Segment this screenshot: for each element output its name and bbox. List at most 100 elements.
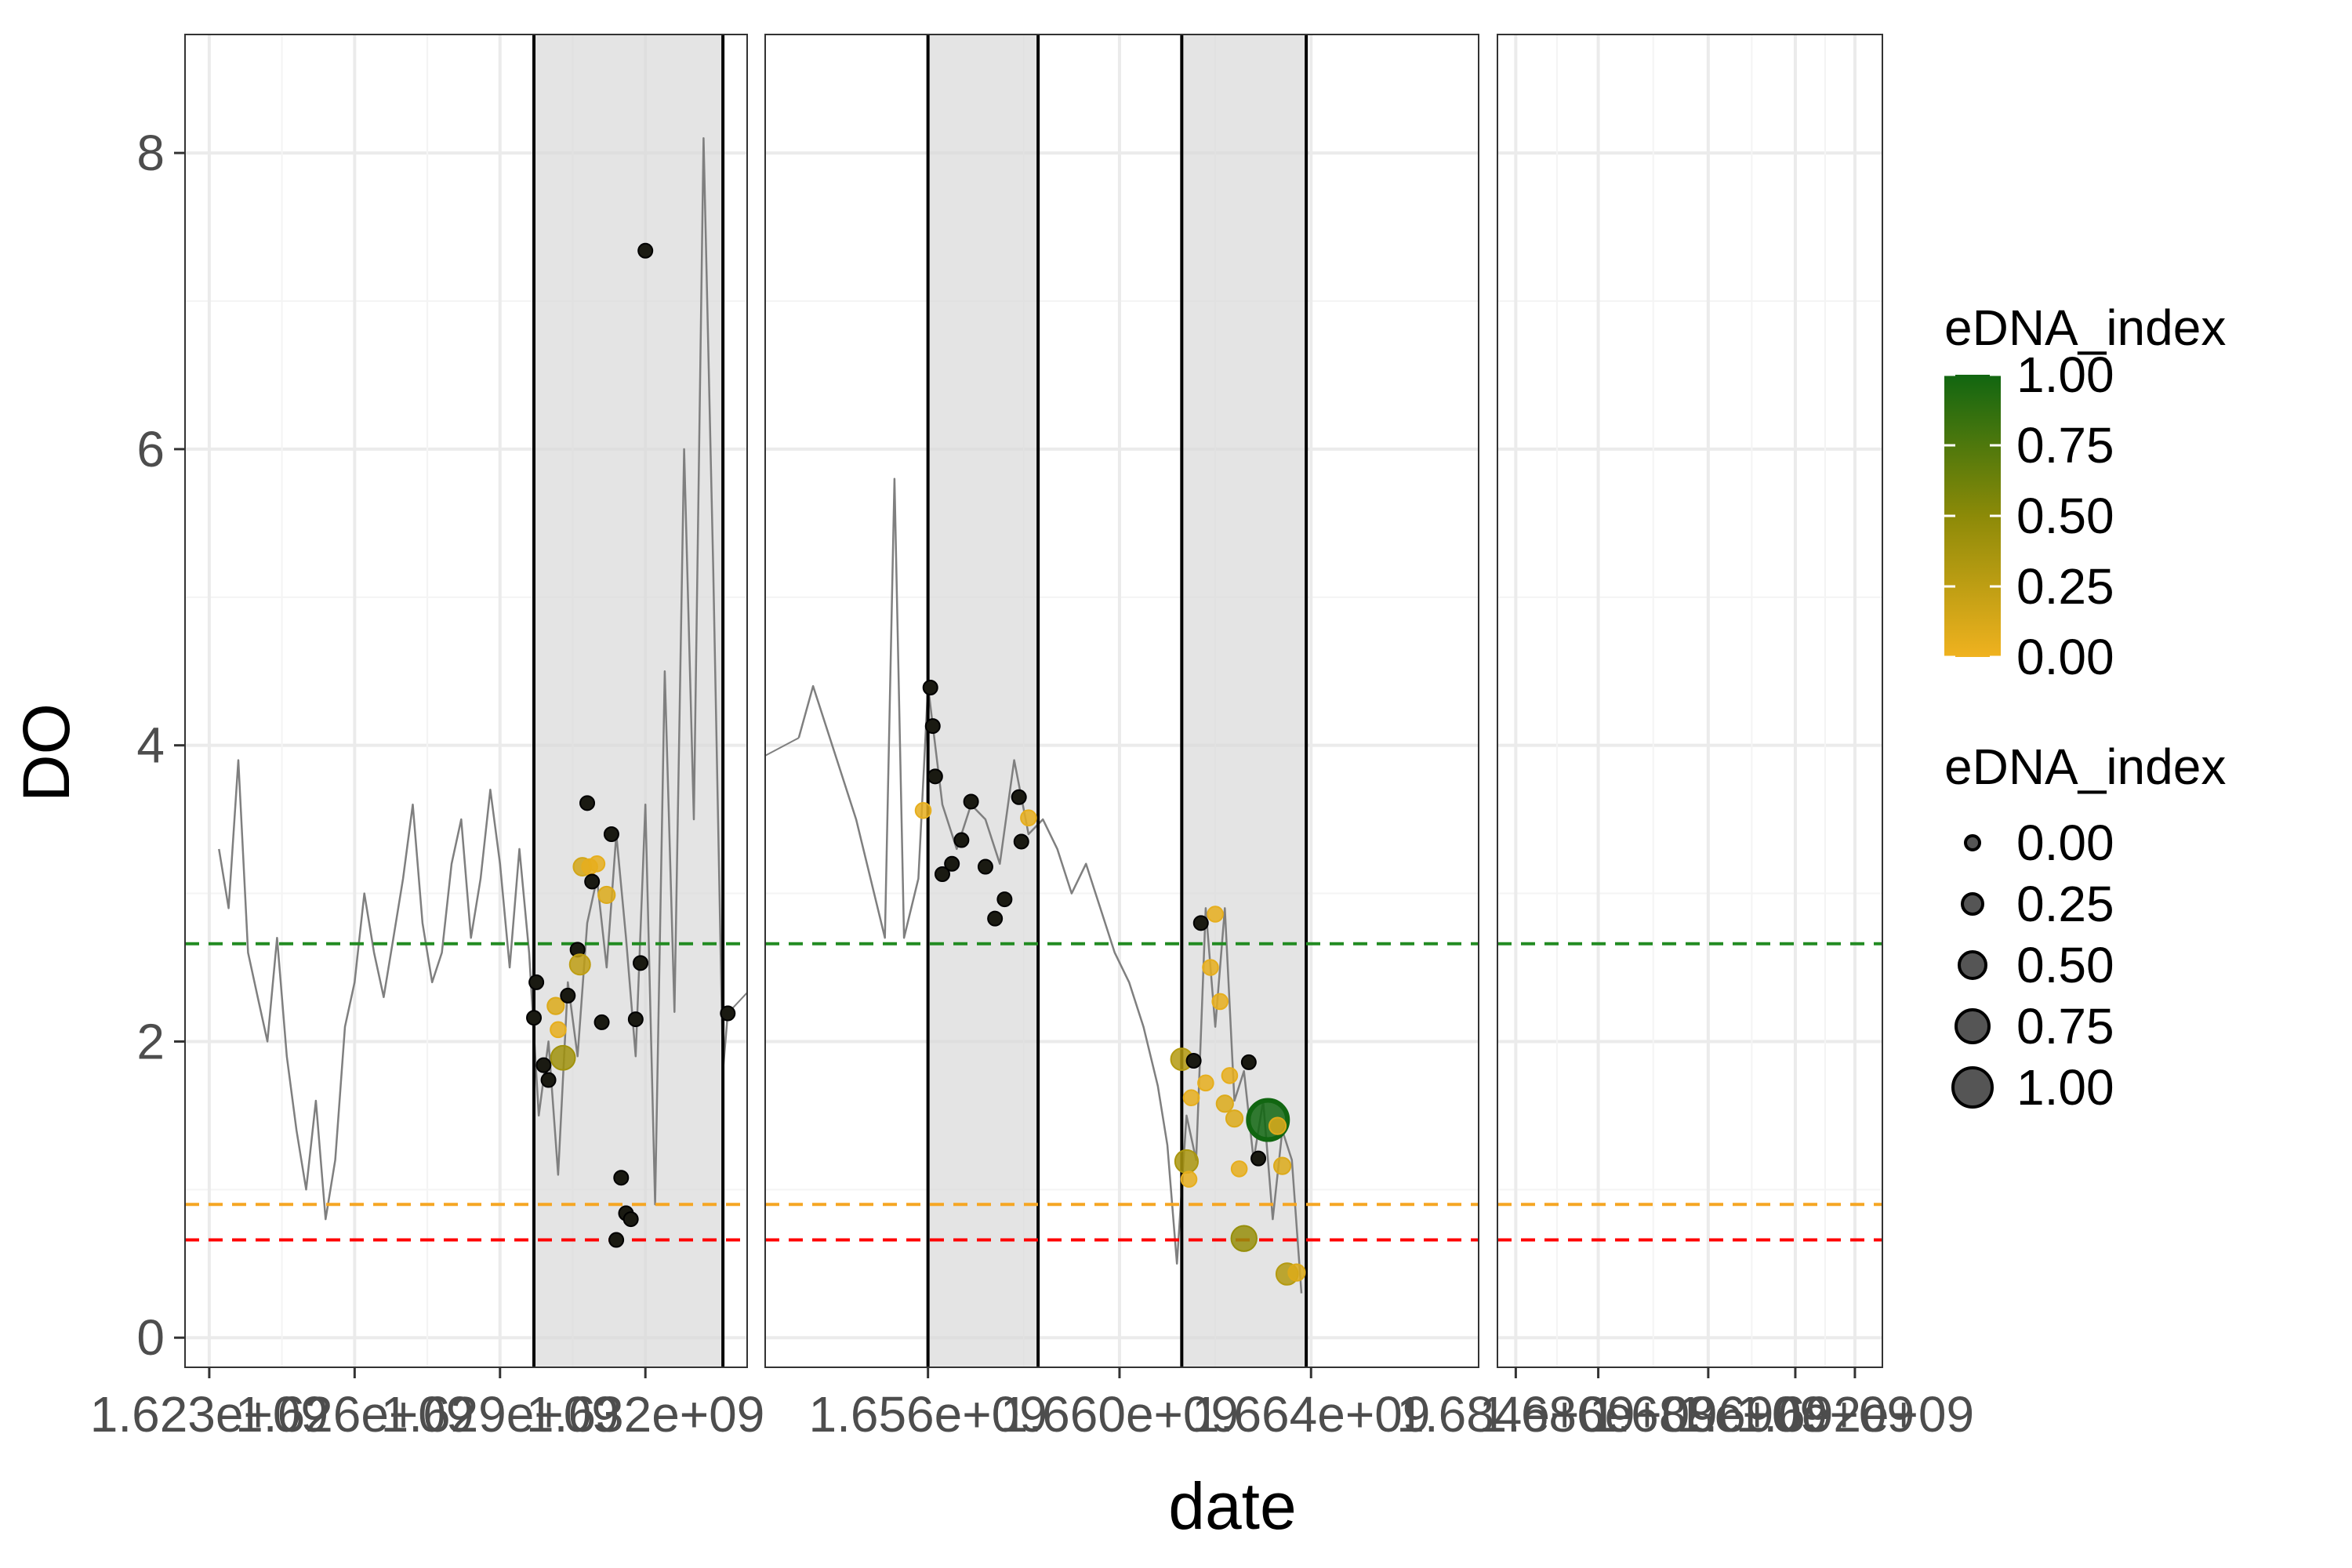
data-point xyxy=(1272,1156,1292,1175)
x-tick-label: 1.686e+09 xyxy=(1479,1386,1717,1443)
data-point xyxy=(633,955,649,971)
panel-background xyxy=(1497,34,1882,1367)
data-point xyxy=(1011,789,1027,805)
data-point xyxy=(1180,1171,1198,1188)
data-point xyxy=(1182,1089,1200,1107)
size-legend-key xyxy=(1961,892,1984,916)
panel-3: 1.684e+091.686e+091.688e+091.690e+091.69… xyxy=(1396,34,1974,1443)
y-axis-title: DO xyxy=(9,703,83,802)
data-point xyxy=(568,953,591,976)
data-point xyxy=(1202,959,1219,976)
data-point xyxy=(637,242,654,259)
panel-background xyxy=(765,34,1479,1367)
data-point xyxy=(1230,1160,1248,1178)
data-point xyxy=(1013,833,1029,850)
x-tick-label: 1.690e+09 xyxy=(1676,1386,1915,1443)
data-point xyxy=(622,1211,639,1228)
data-point xyxy=(597,885,616,905)
x-tick-label: 1.629e+09 xyxy=(381,1386,619,1443)
data-point xyxy=(934,866,950,882)
panel-content xyxy=(765,34,1479,1367)
data-point xyxy=(627,1011,644,1028)
panel-border xyxy=(764,34,1479,1368)
data-point xyxy=(1287,1263,1306,1282)
x-tick-label: 1.664e+09 xyxy=(1192,1386,1430,1443)
data-point xyxy=(1020,809,1037,827)
data-point xyxy=(1215,1094,1234,1113)
data-point xyxy=(528,974,545,990)
data-point xyxy=(546,996,565,1015)
do-series-line xyxy=(797,477,1303,1294)
data-point xyxy=(1192,915,1209,931)
panel-content xyxy=(1497,942,1882,1242)
size-legend-label: 0.00 xyxy=(2016,815,2114,871)
data-point xyxy=(1174,1149,1200,1174)
x-tick-label: 1.688e+09 xyxy=(1589,1386,1828,1443)
data-point xyxy=(1221,1067,1239,1084)
x-tick-label: 1.660e+09 xyxy=(1000,1386,1239,1443)
data-point xyxy=(987,910,1004,927)
size-legend-label: 0.75 xyxy=(2016,998,2114,1054)
x-tick-label: 1.623e+09 xyxy=(90,1386,328,1443)
data-point xyxy=(927,768,943,785)
data-point xyxy=(914,801,932,819)
data-point xyxy=(613,1170,630,1186)
data-point xyxy=(924,718,941,735)
size-legend-label: 0.50 xyxy=(2016,937,2114,993)
data-point xyxy=(560,987,576,1004)
data-point xyxy=(1240,1054,1257,1070)
colorbar-label: 0.75 xyxy=(2016,417,2114,474)
shaded-region xyxy=(927,34,1039,1367)
size-legend-key xyxy=(1958,950,1987,980)
data-point xyxy=(963,793,979,810)
panel-1: 1.623e+091.626e+091.629e+091.632e+09 0 2 4 6… xyxy=(90,34,764,1443)
x-tick-label: 1.626e+09 xyxy=(235,1386,474,1443)
data-point xyxy=(1230,1225,1258,1252)
x-axis-title: date xyxy=(1168,1469,1297,1543)
data-point xyxy=(922,680,938,695)
x-tick-label: 1.656e+09 xyxy=(808,1386,1047,1443)
data-point xyxy=(1207,906,1224,923)
x-tick-label: 1.692e+09 xyxy=(1736,1386,1974,1443)
data-point xyxy=(1268,1116,1287,1135)
do-series-line xyxy=(218,136,729,1221)
x-tick-label: 1.632e+09 xyxy=(526,1386,764,1443)
panel-2: 1.656e+091.660e+091.664e+09 xyxy=(764,34,1479,1443)
y-tick-label: 0 xyxy=(136,1309,165,1366)
y-tick-label: 6 xyxy=(136,421,165,477)
data-point xyxy=(1211,993,1229,1011)
panels-layer: 1.623e+091.626e+091.629e+091.632e+09 0 2 4 6… xyxy=(90,34,1974,1443)
size-legend-label: 1.00 xyxy=(2016,1059,2114,1116)
size-legend-label: 0.25 xyxy=(2016,876,2114,932)
data-point xyxy=(588,855,606,873)
data-point xyxy=(1185,1053,1202,1069)
data-point xyxy=(953,832,970,848)
data-point xyxy=(584,873,601,890)
colorbar-legend-title: eDNA_index xyxy=(1944,299,2226,356)
legend-layer: eDNA_index1.000.750.500.250.00eDNA_index… xyxy=(1944,299,2226,1116)
colorbar-label: 0.25 xyxy=(2016,558,2114,615)
data-point xyxy=(526,1010,543,1026)
y-tick-label: 8 xyxy=(136,125,165,181)
panel-border xyxy=(1497,34,1883,1368)
size-legend-key xyxy=(1955,1008,1991,1044)
data-point xyxy=(996,891,1013,908)
data-point xyxy=(535,1057,552,1073)
data-point xyxy=(1250,1150,1267,1167)
data-point xyxy=(550,1021,567,1039)
data-point xyxy=(593,1014,610,1030)
data-point xyxy=(579,795,596,811)
size-legend-title: eDNA_index xyxy=(1944,739,2226,795)
data-point xyxy=(540,1072,557,1088)
y-tick-label: 2 xyxy=(136,1013,165,1069)
data-point xyxy=(1225,1109,1244,1128)
colorbar-label: 1.00 xyxy=(2016,347,2114,403)
data-point xyxy=(977,858,993,875)
data-point xyxy=(603,826,619,842)
panel-content xyxy=(185,34,747,1367)
size-legend-key xyxy=(1964,834,1981,851)
data-point xyxy=(944,855,960,872)
x-tick-label: 1.684e+09 xyxy=(1396,1386,1635,1443)
connector-line xyxy=(765,737,800,757)
